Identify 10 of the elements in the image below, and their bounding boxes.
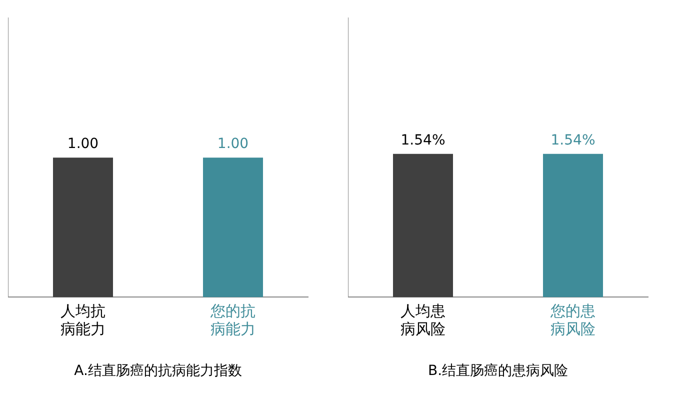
data-label: 1.54%: [550, 132, 596, 149]
x-tick-label: 您的抗病能力: [210, 302, 256, 338]
text: A.结直肠癌的抗病能力指数: [74, 363, 242, 380]
x-tick-label: 您的患病风险: [550, 302, 596, 338]
data-label: 1.00: [217, 136, 249, 152]
x-tick-label: 人均抗病能力: [60, 302, 106, 338]
data-label: 1.54%: [400, 132, 446, 149]
x-tick-label: 人均患病风险: [400, 302, 446, 338]
text: B.结直肠癌的患病风险: [428, 363, 568, 380]
data-label: 1.00: [67, 136, 99, 152]
